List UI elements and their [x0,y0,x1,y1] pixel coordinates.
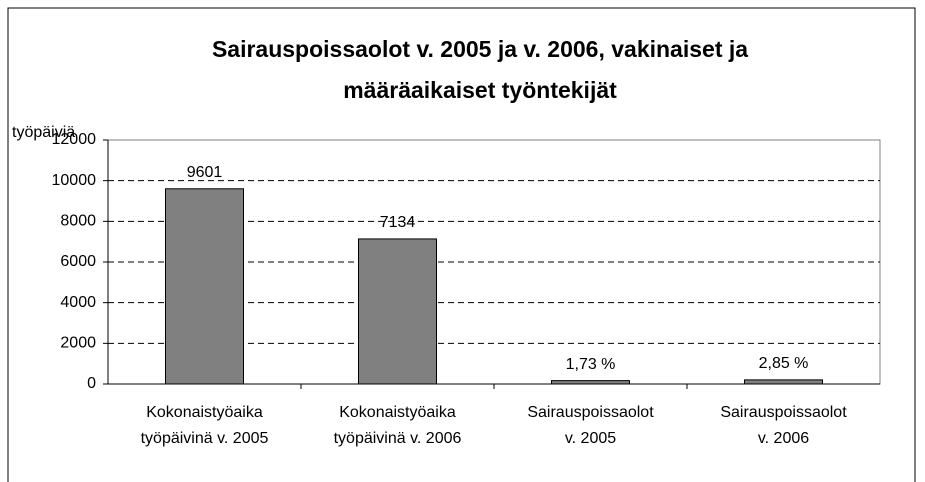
y-tick-label: 12000 [52,131,97,148]
y-tick-label: 2000 [60,335,96,352]
y-tick-label: 8000 [60,213,96,230]
chart-title: Sairauspoissaolot v. 2005 ja v. 2006, va… [212,36,748,62]
value-label: 2,85 % [759,355,809,372]
value-label: 7134 [380,214,416,231]
value-label: 9601 [187,164,223,181]
x-tick-label: v. 2005 [565,430,616,447]
bar [551,380,630,385]
x-tick-label: Kokonaistyöaika [146,404,263,421]
chart-border [7,7,916,482]
bar [165,188,244,385]
y-tick-label: 0 [87,375,96,392]
x-tick-label: Sairauspoissaolot [527,404,654,421]
y-tick-label: 6000 [60,253,96,270]
bar [358,238,437,385]
bar [744,379,823,385]
y-tick-label: 4000 [60,294,96,311]
x-tick-label: työpäivinä v. 2005 [141,430,269,447]
value-label: 1,73 % [566,356,616,373]
x-tick-label: Kokonaistyöaika [339,404,456,421]
x-tick-label: Sairauspoissaolot [720,404,847,421]
chart-title: määräaikaiset työntekijät [343,77,617,103]
x-tick-label: työpäivinä v. 2006 [334,430,462,447]
y-axis-label: työpäiviä [12,124,75,141]
y-tick-label: 10000 [52,172,97,189]
x-tick-label: v. 2006 [758,430,809,447]
